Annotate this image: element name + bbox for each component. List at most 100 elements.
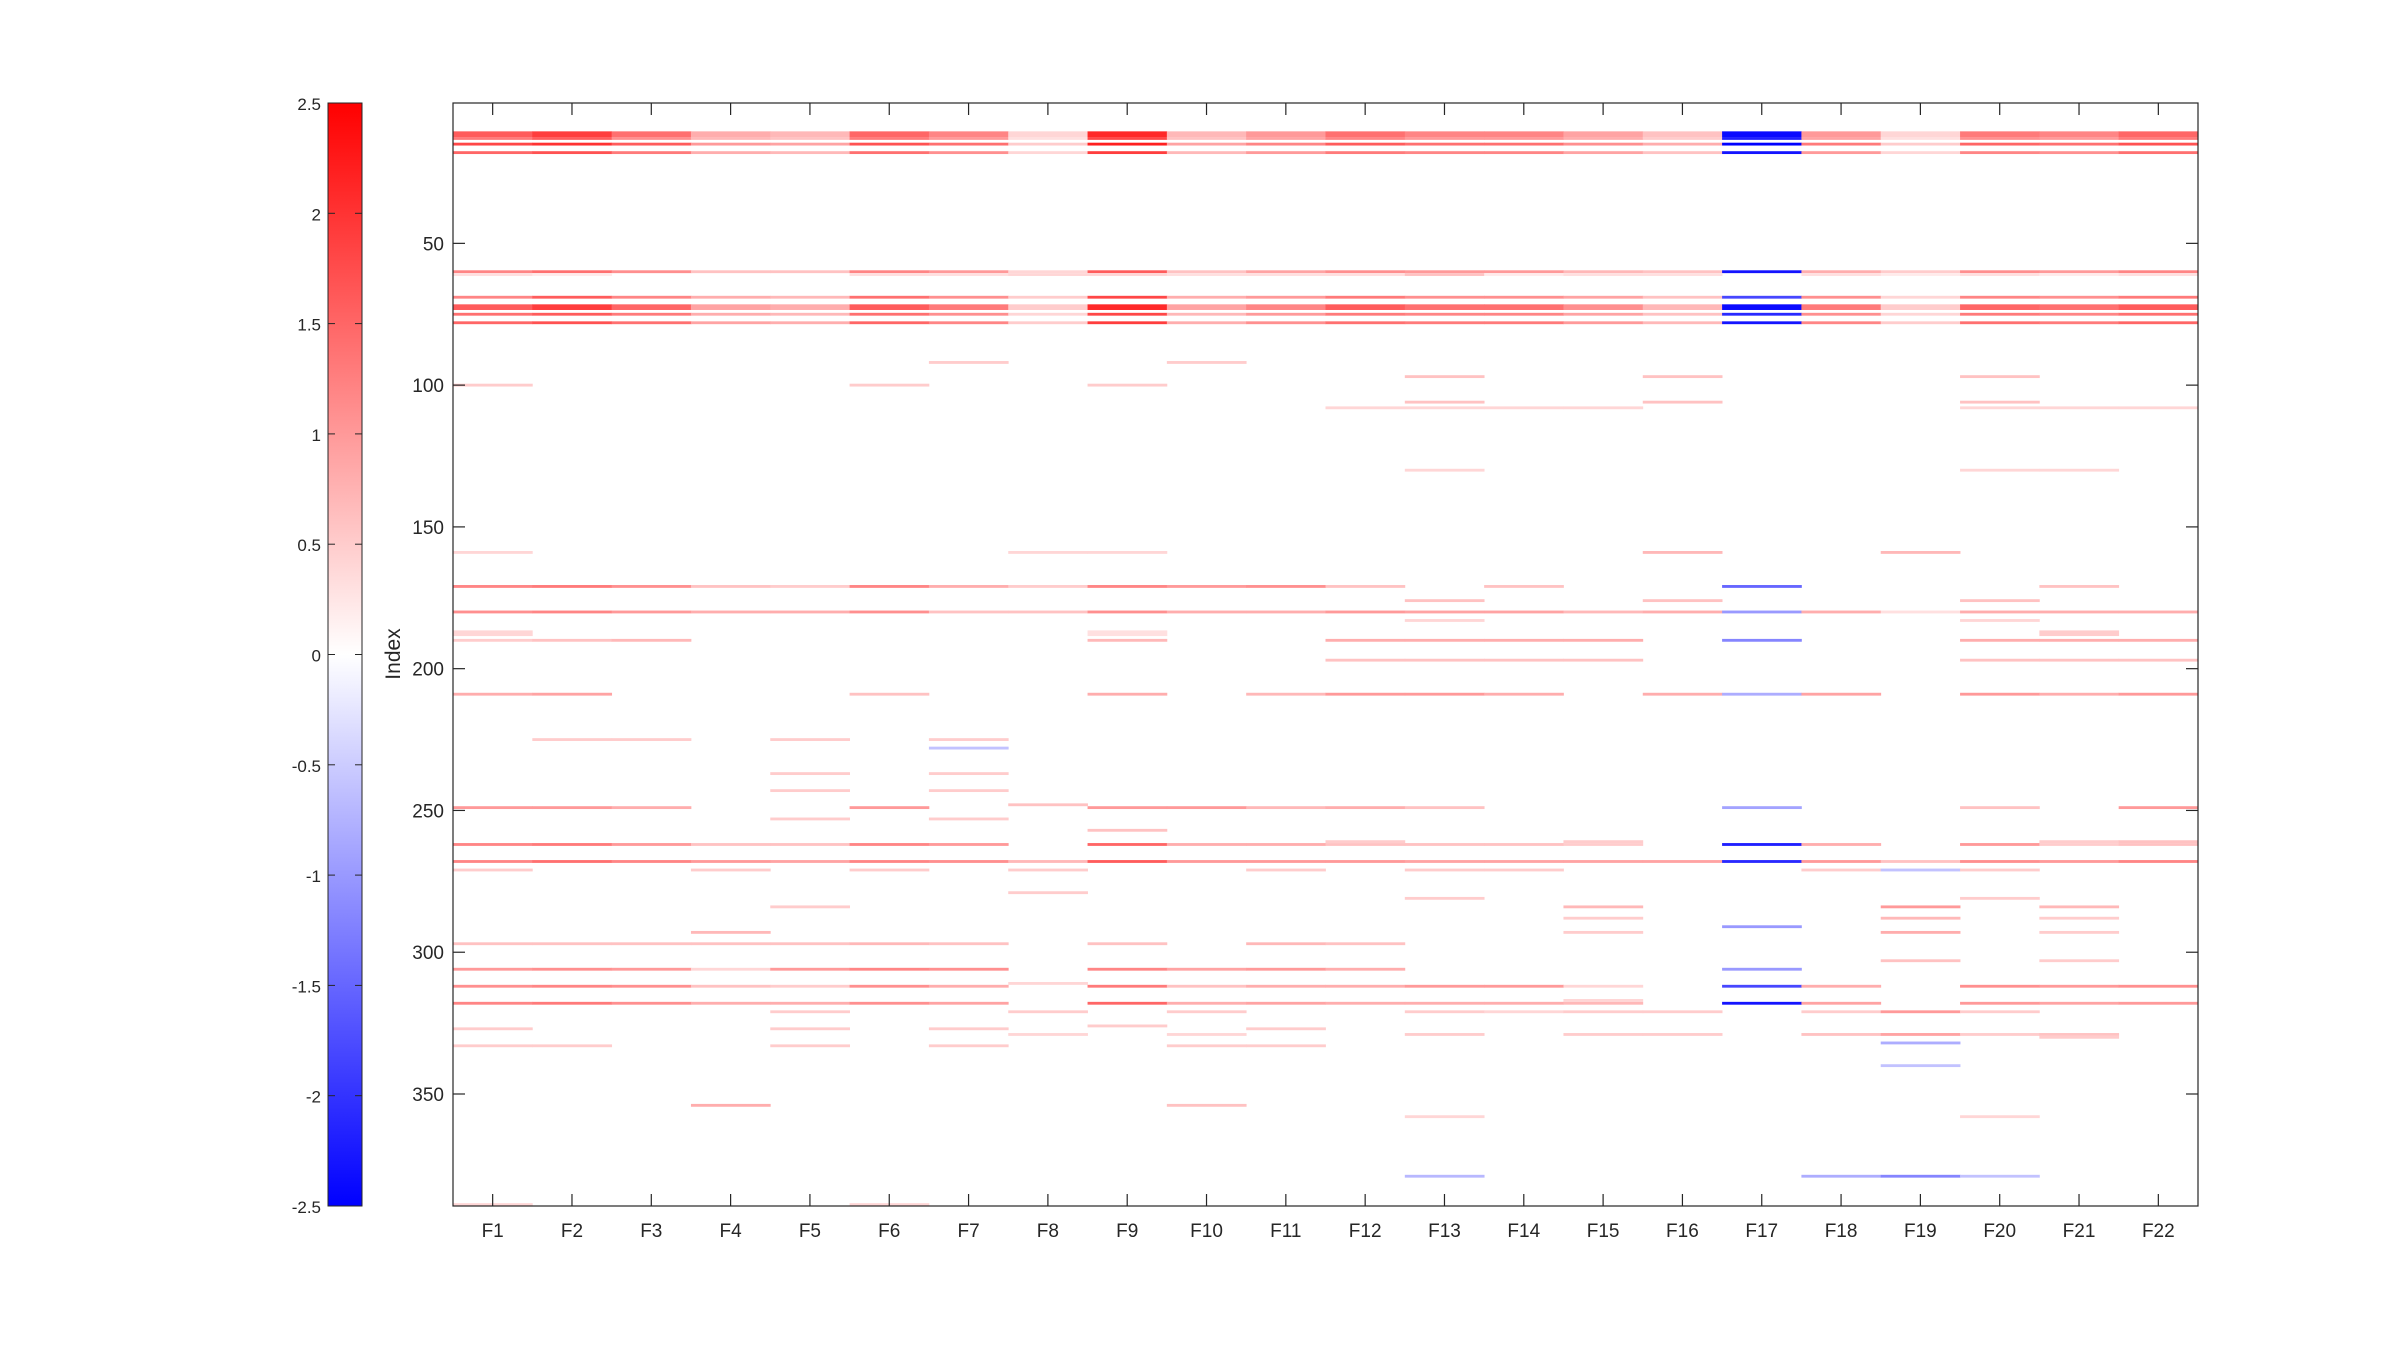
heatmap-cell bbox=[849, 295, 930, 299]
heatmap-cell bbox=[1246, 273, 1326, 276]
heatmap-cell bbox=[453, 321, 533, 325]
heatmap-cell bbox=[1087, 131, 1168, 138]
x-tick-label: F3 bbox=[640, 1221, 662, 1242]
heatmap-cell bbox=[1008, 551, 1088, 554]
heatmap-cell bbox=[1008, 295, 1088, 299]
heatmap-cell bbox=[611, 585, 692, 588]
heatmap-cell bbox=[770, 1027, 850, 1031]
heatmap-cell bbox=[1563, 843, 1644, 846]
heatmap-cell bbox=[1325, 151, 1406, 155]
heatmap-cell bbox=[2118, 151, 2198, 155]
heatmap-cell bbox=[770, 137, 850, 140]
heatmap-cell bbox=[1642, 860, 1723, 863]
heatmap-cell bbox=[1404, 142, 1485, 146]
heatmap-cell bbox=[1880, 868, 1961, 872]
heatmap-cell bbox=[690, 868, 771, 872]
heatmap-cell bbox=[1404, 400, 1485, 404]
heatmap-cell bbox=[611, 1001, 692, 1005]
heatmap-cell bbox=[1960, 658, 2040, 662]
heatmap-cell bbox=[532, 738, 613, 741]
heatmap-cell bbox=[2118, 658, 2198, 662]
heatmap-cell bbox=[1642, 610, 1723, 614]
heatmap-cell bbox=[770, 843, 850, 846]
heatmap-cell bbox=[849, 967, 930, 971]
heatmap-cell bbox=[1801, 312, 1882, 316]
heatmap-cell bbox=[770, 905, 850, 909]
plot-background bbox=[453, 103, 2198, 1206]
heatmap-cell bbox=[453, 806, 533, 810]
heatmap-cell bbox=[2118, 610, 2198, 614]
heatmap-cell bbox=[1722, 610, 1802, 614]
heatmap-cell bbox=[1246, 860, 1326, 863]
heatmap-cell bbox=[928, 137, 1009, 140]
x-tick-label: F4 bbox=[720, 1221, 743, 1242]
heatmap-cell bbox=[1087, 551, 1168, 554]
heatmap-cell bbox=[1008, 142, 1088, 146]
heatmap-cell bbox=[1166, 806, 1247, 810]
heatmap-cell bbox=[928, 295, 1009, 299]
heatmap-cell bbox=[1246, 151, 1326, 155]
heatmap-cell bbox=[1960, 1115, 2040, 1119]
heatmap-cell bbox=[453, 843, 533, 846]
heatmap-cell bbox=[1642, 1033, 1723, 1036]
heatmap-cell bbox=[2118, 131, 2198, 138]
heatmap-cell bbox=[1404, 658, 1485, 662]
colorbar-ticks: 2.5 2 1.5 1 0.5 0 -0.5 -1 -1.5 -2 -2.5 bbox=[292, 95, 362, 1217]
heatmap-cell bbox=[928, 1001, 1009, 1005]
heatmap-cell bbox=[453, 270, 533, 274]
heatmap-cell bbox=[2039, 658, 2120, 662]
heatmap-cell bbox=[1246, 1027, 1326, 1031]
heatmap-cell bbox=[1880, 916, 1961, 920]
heatmap-cell bbox=[928, 772, 1009, 776]
heatmap-cell bbox=[1484, 638, 1564, 642]
heatmap-cell bbox=[1960, 375, 2040, 379]
heatmap-cell bbox=[1325, 843, 1406, 846]
heatmap-cell bbox=[453, 860, 533, 863]
heatmap-cell bbox=[1325, 806, 1406, 810]
heatmap-cell bbox=[1801, 295, 1882, 299]
heatmap-cell bbox=[1563, 1001, 1644, 1005]
heatmap-cell bbox=[2039, 638, 2120, 642]
heatmap-cell bbox=[453, 142, 533, 146]
heatmap-cell bbox=[1960, 896, 2040, 900]
x-tick-label: F15 bbox=[1587, 1221, 1620, 1242]
heatmap-cell bbox=[2039, 930, 2120, 934]
heatmap-cell bbox=[1484, 1001, 1564, 1005]
heatmap-cell bbox=[1246, 304, 1326, 310]
heatmap-cell bbox=[453, 137, 533, 140]
heatmap-cell bbox=[2118, 304, 2198, 310]
x-tick-label: F19 bbox=[1904, 1221, 1937, 1242]
heatmap-cell bbox=[1801, 151, 1882, 155]
heatmap-cell bbox=[1325, 942, 1406, 946]
heatmap-cell bbox=[1325, 304, 1406, 310]
heatmap-cell bbox=[453, 383, 533, 387]
heatmap-cell bbox=[849, 270, 930, 274]
heatmap-cell bbox=[2118, 406, 2198, 410]
heatmap-cell bbox=[2039, 312, 2120, 316]
heatmap-cell bbox=[453, 312, 533, 316]
heatmap-cell bbox=[690, 312, 771, 316]
heatmap-cell bbox=[1404, 137, 1485, 140]
heatmap-cell bbox=[928, 321, 1009, 325]
heatmap-cell bbox=[2118, 137, 2198, 140]
heatmap-cell bbox=[2039, 984, 2120, 988]
heatmap-cell bbox=[1087, 321, 1168, 325]
heatmap-cell bbox=[1404, 131, 1485, 138]
heatmap-cell bbox=[2118, 860, 2198, 863]
heatmap-cell bbox=[770, 610, 850, 614]
heatmap-cell bbox=[1960, 137, 2040, 140]
heatmap-cell bbox=[1166, 151, 1247, 155]
heatmap-cell bbox=[1404, 638, 1485, 642]
heatmap-cell bbox=[928, 942, 1009, 946]
heatmap-cell bbox=[1166, 1103, 1247, 1107]
heatmap-cell bbox=[1801, 321, 1882, 325]
heatmap-cell bbox=[1008, 137, 1088, 140]
heatmap-cell bbox=[453, 630, 533, 637]
heatmap-cell bbox=[1722, 142, 1802, 146]
heatmap-cell bbox=[770, 304, 850, 310]
heatmap-cell bbox=[1166, 1010, 1247, 1014]
heatmap-cell bbox=[928, 860, 1009, 863]
heatmap-cell bbox=[1246, 692, 1326, 696]
heatmap-cell bbox=[532, 295, 613, 299]
heatmap-cell bbox=[1325, 321, 1406, 325]
